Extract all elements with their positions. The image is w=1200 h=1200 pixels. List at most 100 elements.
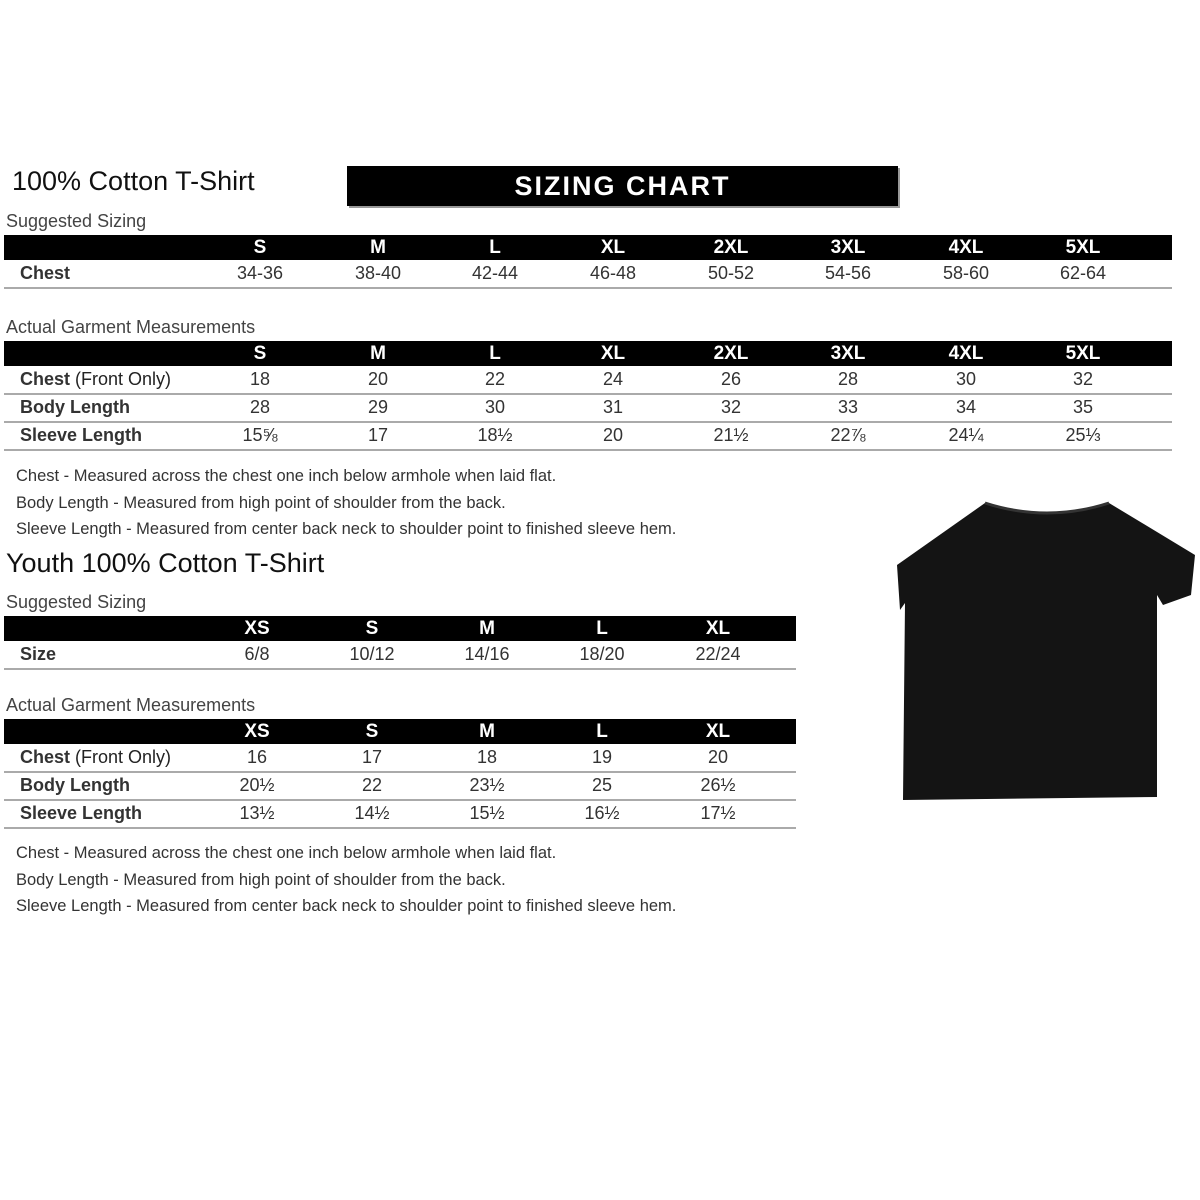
size-header-3xl: 3XL bbox=[830, 237, 866, 258]
cell-value: 34-36 bbox=[236, 263, 284, 283]
measurement-note: Body Length - Measured from high point o… bbox=[16, 870, 506, 889]
cell-value: 15½ bbox=[469, 803, 505, 823]
row-label-text: Size bbox=[20, 644, 57, 664]
cell-value: 24 bbox=[602, 369, 624, 389]
row-label: Body Length bbox=[20, 772, 130, 799]
cell-value: 34 bbox=[955, 397, 977, 417]
size-header-l: L bbox=[489, 237, 501, 258]
row-label-text: Chest bbox=[20, 369, 71, 389]
cell-value: 14/16 bbox=[464, 644, 510, 664]
cell-value: 58-60 bbox=[942, 263, 990, 283]
size-header-m: M bbox=[370, 237, 386, 258]
row-label-text: Chest bbox=[20, 263, 71, 283]
cell-value: 31 bbox=[602, 397, 624, 417]
adult-title: 100% Cotton T-Shirt bbox=[12, 166, 255, 196]
cell-value: 28 bbox=[249, 397, 271, 417]
cell-value: 6/8 bbox=[244, 644, 270, 664]
cell-value: 30 bbox=[955, 369, 977, 389]
size-header-s: S bbox=[365, 618, 379, 639]
cell-value: 15⅝ bbox=[242, 425, 278, 445]
cell-value: 22/24 bbox=[695, 644, 741, 664]
cell-value: 30 bbox=[484, 397, 506, 417]
cell-value: 14½ bbox=[354, 803, 390, 823]
size-header-4xl: 4XL bbox=[948, 237, 984, 258]
cell-value: 21½ bbox=[713, 425, 749, 445]
size-header-xl: XL bbox=[705, 618, 731, 639]
size-header-s: S bbox=[365, 721, 379, 742]
table-row: Chest (Front Only) 18 20 22 24 26 28 30 32 bbox=[4, 366, 1172, 395]
row-label-text: Body Length bbox=[20, 775, 130, 795]
cell-value: 42-44 bbox=[471, 263, 519, 283]
cell-value: 35 bbox=[1072, 397, 1094, 417]
cell-value: 20 bbox=[602, 425, 624, 445]
size-header-l: L bbox=[596, 618, 608, 639]
cell-value: 20½ bbox=[239, 775, 275, 795]
youth-title: Youth 100% Cotton T-Shirt bbox=[6, 548, 325, 578]
sizing-chart-banner: SIZING CHART bbox=[347, 166, 898, 206]
cell-value: 46-48 bbox=[589, 263, 637, 283]
suggested-sizing-label: Suggested Sizing bbox=[6, 211, 147, 231]
cell-value: 23½ bbox=[469, 775, 505, 795]
cell-value: 18½ bbox=[477, 425, 513, 445]
measurement-note: Body Length - Measured from high point o… bbox=[16, 493, 506, 512]
size-header-row: S M L XL 2XL 3XL 4XL 5XL bbox=[4, 235, 1172, 260]
cell-value: 10/12 bbox=[349, 644, 395, 664]
row-label-text: Body Length bbox=[20, 397, 130, 417]
size-header-row: XS S M L XL bbox=[4, 616, 796, 641]
cell-value: 17 bbox=[361, 747, 383, 767]
measurement-note: Chest - Measured across the chest one in… bbox=[16, 467, 557, 485]
row-label-text: Sleeve Length bbox=[20, 425, 143, 445]
row-label: Sleeve Length bbox=[20, 422, 142, 449]
cell-value: 22⅞ bbox=[830, 425, 866, 445]
size-header-xs: XS bbox=[244, 618, 270, 639]
cell-value: 38-40 bbox=[354, 263, 402, 283]
measurement-note: Chest - Measured across the chest one in… bbox=[16, 844, 557, 862]
measurement-note: Sleeve Length - Measured from center bac… bbox=[16, 520, 677, 538]
size-header-xl: XL bbox=[600, 343, 626, 364]
cell-value: 20 bbox=[707, 747, 729, 767]
size-header-m: M bbox=[479, 721, 495, 742]
size-header-l: L bbox=[596, 721, 608, 742]
row-label: Chest bbox=[20, 260, 70, 287]
cell-value: 18 bbox=[249, 369, 271, 389]
table-row: Body Length 28 29 30 31 32 33 34 35 bbox=[4, 394, 1172, 423]
cell-value: 13½ bbox=[239, 803, 275, 823]
cell-value: 25 bbox=[591, 775, 613, 795]
cell-value: 16 bbox=[246, 747, 268, 767]
table-row: Body Length 20½ 22 23½ 25 26½ bbox=[4, 772, 796, 801]
cell-value: 50-52 bbox=[707, 263, 755, 283]
cell-value: 22 bbox=[361, 775, 383, 795]
cell-value: 54-56 bbox=[824, 263, 872, 283]
size-header-row: XS S M L XL bbox=[4, 719, 796, 744]
table-row: Sleeve Length 13½ 14½ 15½ 16½ 17½ bbox=[4, 800, 796, 829]
size-header-2xl: 2XL bbox=[713, 343, 749, 364]
cell-value: 19 bbox=[591, 747, 613, 767]
row-label-text: Sleeve Length bbox=[20, 803, 143, 823]
actual-measurements-label: Actual Garment Measurements bbox=[6, 695, 256, 715]
cell-value: 33 bbox=[837, 397, 859, 417]
row-label: Sleeve Length bbox=[20, 800, 142, 827]
table-row: Sleeve Length 15⅝ 17 18½ 20 21½ 22⅞ 24¼ 25⅓ bbox=[4, 422, 1172, 451]
tshirt-image bbox=[897, 501, 1195, 800]
size-header-3xl: 3XL bbox=[830, 343, 866, 364]
cell-value: 26½ bbox=[700, 775, 736, 795]
cell-value: 32 bbox=[1072, 369, 1094, 389]
size-header-s: S bbox=[253, 343, 267, 364]
cell-value: 28 bbox=[837, 369, 859, 389]
cell-value: 18/20 bbox=[579, 644, 625, 664]
size-header-m: M bbox=[479, 618, 495, 639]
suggested-sizing-label: Suggested Sizing bbox=[6, 592, 147, 612]
size-header-l: L bbox=[489, 343, 501, 364]
cell-value: 20 bbox=[367, 369, 389, 389]
table-row: Chest 34-36 38-40 42-44 46-48 50-52 54-56 58-60… bbox=[4, 260, 1172, 289]
table-row: Chest (Front Only) 16 17 18 19 20 bbox=[4, 744, 796, 773]
measurement-note: Sleeve Length - Measured from center bac… bbox=[16, 897, 677, 915]
actual-measurements-label: Actual Garment Measurements bbox=[6, 317, 256, 337]
row-label: Chest (Front Only) bbox=[20, 366, 171, 393]
cell-value: 62-64 bbox=[1059, 263, 1107, 283]
size-header-s: S bbox=[253, 237, 267, 258]
size-header-2xl: 2XL bbox=[713, 237, 749, 258]
row-label: Body Length bbox=[20, 394, 130, 421]
cell-value: 25⅓ bbox=[1065, 425, 1101, 445]
